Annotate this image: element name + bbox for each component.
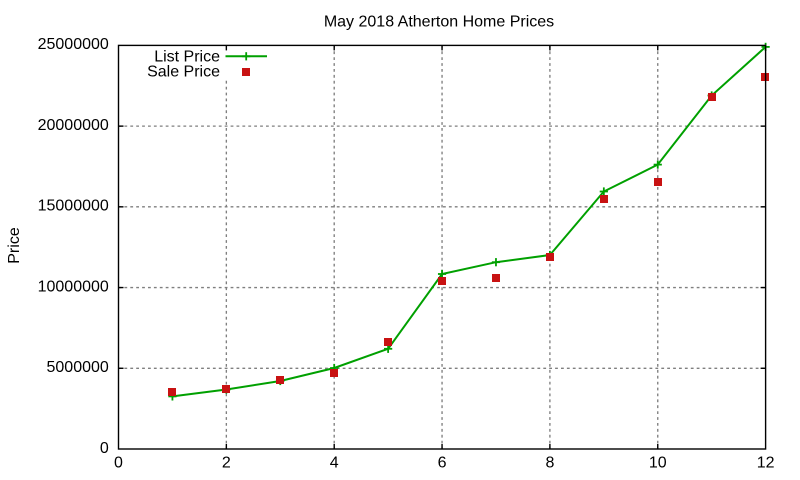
- svg-text:0: 0: [114, 455, 123, 472]
- svg-text:6: 6: [438, 455, 447, 472]
- svg-text:20000000: 20000000: [38, 117, 109, 134]
- svg-text:4: 4: [330, 455, 339, 472]
- svg-text:0: 0: [100, 440, 109, 457]
- svg-text:Price: Price: [6, 227, 23, 264]
- svg-text:List Price: List Price: [154, 48, 220, 65]
- svg-text:10000000: 10000000: [38, 278, 109, 295]
- svg-text:8: 8: [545, 455, 554, 472]
- svg-text:5000000: 5000000: [47, 359, 109, 376]
- svg-text:2: 2: [222, 455, 231, 472]
- svg-text:May 2018 Atherton Home Prices: May 2018 Atherton Home Prices: [324, 14, 554, 31]
- svg-text:12: 12: [757, 455, 775, 472]
- svg-text:Sale Price: Sale Price: [147, 63, 220, 80]
- svg-text:10: 10: [649, 455, 667, 472]
- svg-text:25000000: 25000000: [38, 36, 109, 53]
- svg-text:15000000: 15000000: [38, 198, 109, 215]
